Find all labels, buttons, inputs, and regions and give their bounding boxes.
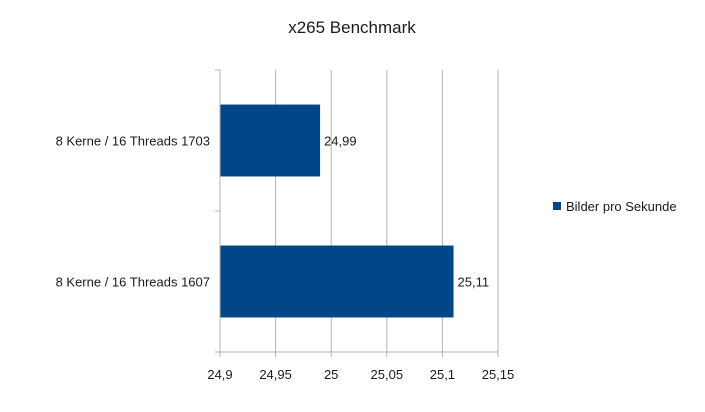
data-label: 24,99 xyxy=(324,134,357,149)
data-labels: 24,99 25,11 xyxy=(324,134,489,290)
category-label: 8 Kerne / 16 Threads 1703 xyxy=(56,134,210,149)
data-label: 25,11 xyxy=(458,275,490,290)
legend-swatch xyxy=(553,202,561,210)
x-tick-label: 24,95 xyxy=(259,367,292,382)
x-tick-label: 25,1 xyxy=(430,367,455,382)
x-tick-label: 25,15 xyxy=(482,367,515,382)
x-tick-label: 24,9 xyxy=(207,367,232,382)
x-tick-label: 25 xyxy=(324,367,338,382)
category-label: 8 Kerne / 16 Threads 1607 xyxy=(56,275,210,290)
bars xyxy=(220,104,454,318)
x-tick-label: 25,05 xyxy=(371,367,404,382)
legend-label: Bilder pro Sekunde xyxy=(566,199,677,214)
axes: 24,9 24,95 25 25,05 25,1 25,15 8 Kerne / 16 Th… xyxy=(56,69,515,382)
bar xyxy=(220,245,454,318)
legend: Bilder pro Sekunde xyxy=(553,199,677,214)
bar xyxy=(220,104,321,177)
chart-title: x265 Benchmark xyxy=(288,18,416,37)
